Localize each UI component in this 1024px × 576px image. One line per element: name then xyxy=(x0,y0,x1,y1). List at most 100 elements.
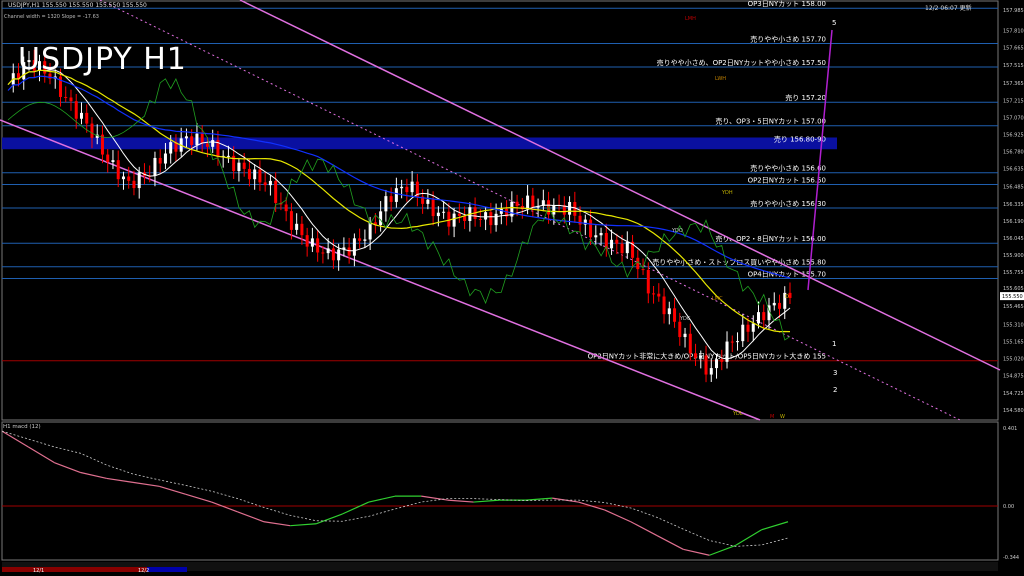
macd-segment xyxy=(132,481,160,487)
macd-panel-frame xyxy=(1,421,999,561)
candle-body xyxy=(583,219,587,225)
macd-segment xyxy=(709,544,736,556)
candle-body xyxy=(132,180,136,189)
candle-body xyxy=(452,213,456,227)
candle-body xyxy=(552,204,556,215)
candle-body xyxy=(184,136,188,139)
candle-body xyxy=(342,247,346,250)
candle-body xyxy=(389,196,393,202)
macd-segment xyxy=(211,501,239,513)
candle-body xyxy=(400,186,404,189)
candle-body xyxy=(216,140,220,158)
candle-body xyxy=(316,238,320,253)
candle-body xyxy=(757,312,761,324)
candle-body xyxy=(32,60,36,71)
candle-body xyxy=(489,212,493,226)
candle-body xyxy=(79,112,83,119)
candle-body xyxy=(778,302,782,309)
macd-tick-label: 0.00 xyxy=(1003,504,1014,510)
candle-body xyxy=(64,96,68,98)
candle-body xyxy=(331,248,335,261)
price-tick-label: 157.365 xyxy=(1003,81,1024,87)
macd-segment xyxy=(630,521,658,537)
candle-body xyxy=(589,219,593,238)
macd-segment xyxy=(578,501,605,511)
candle-body xyxy=(363,239,367,241)
candle-body xyxy=(746,324,750,332)
candle-body xyxy=(373,222,377,226)
price-tick-label: 155.165 xyxy=(1003,339,1024,345)
candle-body xyxy=(494,213,498,226)
candle-body xyxy=(741,324,745,342)
candle-body xyxy=(153,157,157,176)
candle-body xyxy=(515,201,519,207)
candle-body xyxy=(667,308,671,315)
candle-body xyxy=(405,186,409,193)
candle-body xyxy=(368,222,372,240)
candle-body xyxy=(646,269,650,294)
symbol-header: USDJPY,H1 155.550 155.550 155.550 155.55… xyxy=(8,2,147,9)
macd-segment xyxy=(761,521,789,531)
candle-body xyxy=(762,312,766,321)
macd-tick-label: -0.344 xyxy=(1003,555,1019,561)
candle-body xyxy=(106,154,110,163)
candle-body xyxy=(352,238,356,256)
candle-body xyxy=(541,200,545,206)
candle-body xyxy=(578,215,582,225)
price-tick-label: 157.515 xyxy=(1003,63,1024,69)
candle-body xyxy=(568,202,572,215)
session-bar xyxy=(2,567,147,572)
macd-segment xyxy=(54,462,81,474)
candle-body xyxy=(190,136,194,145)
candle-body xyxy=(300,223,304,236)
candle-body xyxy=(662,296,666,315)
session-box-label: YDL xyxy=(732,411,743,417)
macd-segment xyxy=(316,513,343,525)
candle-body xyxy=(431,199,435,217)
price-panel-frame xyxy=(1,0,999,421)
candle-body xyxy=(200,133,204,144)
candle-body xyxy=(788,292,792,298)
candle-body xyxy=(447,211,451,227)
candle-body xyxy=(358,238,362,241)
current-price-label: 155.550 xyxy=(1002,294,1023,300)
macd-segment xyxy=(106,477,134,483)
macd-segment xyxy=(604,509,632,523)
candle-body xyxy=(195,133,199,145)
candle-body xyxy=(394,188,398,202)
session-box-label: YDC xyxy=(679,316,691,322)
chart-title: USDJPY H1 xyxy=(18,42,187,77)
candle-body xyxy=(337,249,341,261)
candle-body xyxy=(704,355,708,375)
candle-body xyxy=(715,359,719,369)
price-tick-label: 154.580 xyxy=(1003,408,1024,414)
level-label: 売りやや小さめ、OP2日NYカットやや小さめ 157.50 xyxy=(657,58,826,67)
candle-body xyxy=(594,235,598,238)
level-label: 売りやや小さめ 157.70 xyxy=(750,34,826,43)
candle-body xyxy=(772,302,776,306)
candle-body xyxy=(410,181,414,193)
candle-body xyxy=(505,208,509,217)
macd-segment xyxy=(342,501,370,515)
candle-body xyxy=(379,211,383,226)
session-bar xyxy=(147,567,187,572)
macd-segment xyxy=(159,485,186,495)
candle-body xyxy=(74,101,78,119)
price-tick-label: 156.045 xyxy=(1003,236,1024,242)
macd-segment xyxy=(683,548,710,556)
session-box-label: M xyxy=(770,414,774,420)
candle-body xyxy=(678,321,682,338)
candle-body xyxy=(205,143,209,147)
candle-body xyxy=(95,134,99,138)
macd-segment xyxy=(447,499,474,503)
candle-body xyxy=(625,241,629,254)
wave-label: 3 xyxy=(833,369,837,377)
macd-signal-line xyxy=(1,430,789,547)
candle-body xyxy=(720,359,724,362)
session-box-label: LMC xyxy=(712,296,723,302)
candle-body xyxy=(321,252,325,254)
macd-segment xyxy=(290,523,317,527)
candle-body xyxy=(253,169,257,180)
candle-body xyxy=(499,208,503,214)
